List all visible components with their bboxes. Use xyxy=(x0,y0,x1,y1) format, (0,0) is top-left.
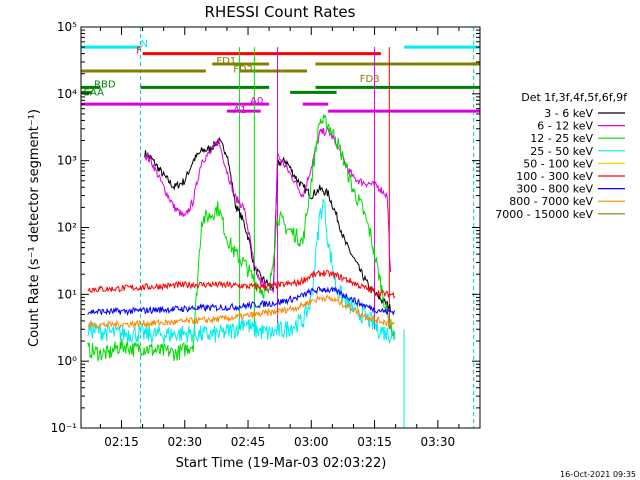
legend-label-6: 300 - 800 keV xyxy=(516,183,593,196)
y-tick-label-2: 10¹ xyxy=(57,287,77,301)
legend-label-0: 3 - 6 keV xyxy=(544,107,593,120)
series-line-7 xyxy=(87,294,396,329)
y-axis-label: Count Rate (s⁻¹ detector segment⁻¹) xyxy=(27,109,42,347)
annotation-2: FD1 xyxy=(216,56,236,67)
legend-label-3: 25 - 50 keV xyxy=(530,145,593,158)
x-tick-label-5: 03:30 xyxy=(421,435,456,449)
annotation-3: FD2 xyxy=(233,64,253,75)
axes: 02:15 02:30 02:45 03:00 03:15 03:30 10⁻¹ 10⁰ 10¹… xyxy=(51,20,480,449)
series-line-3 xyxy=(87,199,396,345)
annotation-5: RBD xyxy=(94,79,116,90)
legend-label-4: 50 - 100 keV xyxy=(523,157,593,170)
annotation-7: A1 xyxy=(233,105,246,116)
legend-label-5: 100 - 300 keV xyxy=(516,170,593,183)
legend-label-8: 7000 - 15000 keV xyxy=(495,208,593,221)
annotation-1: F xyxy=(136,46,142,57)
legend-title: Det 1f,3f,4f,5f,6f,9f xyxy=(521,91,628,104)
x-tick-label-0: 02:15 xyxy=(104,435,139,449)
series-line-2 xyxy=(87,114,396,363)
legend-label-2: 12 - 25 keV xyxy=(530,132,593,145)
plot-clipped-group xyxy=(81,27,480,428)
series-line-0 xyxy=(144,136,392,313)
y-tick-label-4: 10³ xyxy=(57,154,77,168)
annotation-6: SAA xyxy=(84,87,105,98)
chart-title: RHESSI Count Rates xyxy=(205,3,356,21)
annotation-8: A0 xyxy=(250,96,263,107)
x-tick-label-3: 03:00 xyxy=(294,435,329,449)
series-line-5 xyxy=(87,269,396,299)
legend-label-7: 800 - 7000 keV xyxy=(509,195,593,208)
y-tick-label-3: 10² xyxy=(57,221,77,235)
y-tick-label-6: 10⁵ xyxy=(57,20,77,34)
x-tick-label-2: 02:45 xyxy=(231,435,266,449)
y-tick-label-1: 10⁰ xyxy=(57,354,77,368)
y-tick-label-5: 10⁴ xyxy=(57,87,77,101)
y-tick-label-0: 10⁻¹ xyxy=(51,421,78,435)
timestamp: 16-Oct-2021 09:35 xyxy=(560,470,636,479)
annotation-4: FD3 xyxy=(360,74,380,85)
series-line-1 xyxy=(144,127,392,295)
annotation-0: N xyxy=(140,39,147,50)
x-axis-label: Start Time (19-Mar-03 02:03:22) xyxy=(176,456,387,471)
x-tick-label-4: 03:15 xyxy=(357,435,392,449)
series-line-6 xyxy=(87,286,396,317)
legend-label-1: 6 - 12 keV xyxy=(537,120,593,133)
x-tick-label-1: 02:30 xyxy=(167,435,202,449)
